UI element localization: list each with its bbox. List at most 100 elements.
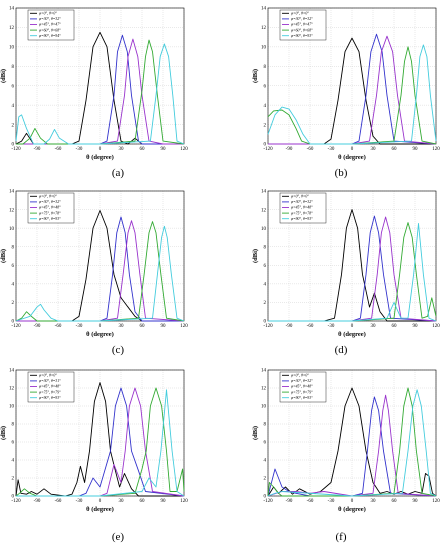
chart-panel-e: -120 -90 -60 -30 0 30 60 90 120 0 2 4 6 8 10 12 14 θ (deg…: [0, 369, 188, 543]
x-tick-label: 0: [99, 324, 102, 329]
legend-entry: φ=90°, θ=93°: [39, 396, 61, 401]
y-tick-label: 2: [264, 301, 267, 306]
legend-box: [27, 9, 75, 41]
series-line-5: [267, 389, 437, 497]
x-tick-label: -60: [307, 147, 314, 152]
series-line-5: [15, 225, 185, 322]
legend: φ=0°, θ=0°φ=30°, θ=32°φ=45°, θ=48°φ=75°,…: [27, 192, 75, 224]
y-tick-label: 14: [9, 190, 15, 195]
x-tick-label: -90: [286, 499, 293, 504]
x-tick-label: 30: [371, 147, 377, 152]
x-tick-label: 60: [140, 324, 146, 329]
y-tick-label: 0: [12, 495, 15, 500]
series-line-5: [16, 389, 185, 497]
x-tick-label: 30: [371, 324, 377, 329]
x-tick-label: -120: [263, 499, 273, 504]
x-tick-label: 60: [392, 147, 398, 152]
x-tick-label: 120: [432, 147, 440, 152]
legend-entry: φ=0°, θ=0°: [291, 195, 309, 200]
series-line-2: [267, 396, 437, 497]
x-tick-label: -120: [11, 147, 21, 152]
x-tick-label: -30: [328, 499, 335, 504]
x-tick-label: 120: [432, 499, 440, 504]
y-tick-label: 4: [12, 283, 15, 288]
chart-panel-f: -120 -90 -60 -30 0 30 60 90 120 0 2 4 6 8 10 12 14 θ (deg…: [252, 369, 440, 543]
y-axis-label: (dBi): [252, 249, 259, 263]
x-tick-label: 90: [161, 324, 167, 329]
legend-entry: φ=0°, θ=0°: [291, 12, 309, 17]
series-line-3: [267, 394, 437, 497]
x-tick-label: 120: [432, 324, 440, 329]
legend: φ=0°, θ=0°φ=30°, θ=32°φ=45°, θ=48°φ=75°,…: [279, 192, 327, 224]
y-tick-label: 12: [261, 26, 267, 31]
y-tick-label: 4: [264, 459, 267, 464]
y-tick-label: 6: [264, 441, 267, 446]
series-line-3: [16, 387, 185, 497]
x-axis-label: θ (degree): [338, 331, 366, 338]
y-tick-label: 6: [264, 264, 267, 269]
x-tick-label: -120: [11, 499, 21, 504]
x-tick-label: 30: [371, 499, 377, 504]
x-tick-label: -60: [55, 499, 62, 504]
y-tick-label: 14: [9, 369, 15, 374]
y-tick-label: 12: [9, 26, 15, 31]
series-line-1: [16, 210, 184, 322]
y-tick-label: 4: [264, 104, 267, 109]
x-tick-label: 60: [140, 147, 146, 152]
series-line-4: [267, 46, 437, 145]
legend-box: [27, 192, 75, 224]
y-tick-label: 14: [261, 7, 267, 12]
y-axis-label: (dBi): [252, 69, 259, 83]
series-line-5: [15, 43, 185, 145]
chart-panel-a: -120 -90 -60 -30 0 30 60 90 120 0 2 4 6 8 10 12 14 θ (deg…: [0, 7, 188, 179]
legend-entry: φ=0°, θ=0°: [39, 12, 57, 17]
chart-panel-b: -120 -90 -60 -30 0 30 60 90 120 0 2 4 6 8 10 12 14 θ (deg…: [252, 7, 440, 179]
x-tick-label: 60: [140, 499, 146, 504]
series-line-1: [268, 209, 436, 322]
legend-entry: φ=30°, θ=32°: [291, 379, 313, 384]
x-tick-label: -60: [307, 324, 314, 329]
legend-entry: φ=0°, θ=0°: [39, 374, 57, 379]
legend-entry: φ=0°, θ=0°: [39, 195, 57, 200]
series-line-3: [16, 220, 185, 322]
legend-entry: φ=45°, θ=48°: [291, 385, 313, 390]
legend-entry: φ=75°, θ=78°: [39, 211, 61, 216]
y-tick-label: 0: [264, 495, 267, 500]
x-axis-label: θ (degree): [338, 506, 366, 513]
y-tick-label: 2: [12, 301, 15, 306]
series-line-2: [16, 387, 185, 497]
legend-entry: φ=45°, θ=47°: [39, 23, 61, 28]
y-tick-label: 4: [264, 283, 267, 288]
legend-entry: φ=30°, θ=32°: [39, 200, 61, 205]
series-line-5: [268, 223, 437, 322]
x-tick-label: 120: [180, 324, 188, 329]
y-tick-label: 0: [12, 320, 15, 325]
y-axis-label: (dBi): [0, 426, 7, 440]
x-tick-label: 30: [119, 147, 125, 152]
x-tick-label: -120: [263, 324, 273, 329]
x-tick-label: 0: [99, 147, 102, 152]
y-tick-label: 0: [264, 143, 267, 148]
y-tick-label: 2: [12, 123, 15, 128]
legend-box: [279, 9, 327, 41]
legend-entry: φ=90°, θ=93°: [291, 396, 313, 401]
x-tick-label: 120: [180, 147, 188, 152]
legend-entry: φ=45°, θ=48°: [291, 206, 313, 211]
y-tick-label: 0: [264, 320, 267, 325]
legend-entry: φ=45°, θ=47°: [291, 23, 313, 28]
x-tick-label: 90: [161, 499, 167, 504]
y-tick-label: 14: [9, 7, 15, 12]
x-tick-label: -30: [76, 147, 83, 152]
legend-entry: φ=75°, θ=78°: [291, 211, 313, 216]
legend-entry: φ=30°, θ=31°: [39, 379, 61, 384]
x-tick-label: -60: [55, 147, 62, 152]
y-tick-label: 2: [12, 477, 15, 482]
y-axis-label: (dBi): [0, 69, 7, 83]
y-tick-label: 4: [12, 104, 15, 109]
legend: φ=0°, θ=0°φ=30°, θ=32°φ=45°, θ=48°φ=75°,…: [279, 371, 327, 403]
x-tick-label: 60: [392, 324, 398, 329]
legend-entry: φ=75°, θ=79°: [39, 390, 61, 395]
x-tick-label: -90: [34, 499, 41, 504]
legend-box: [279, 371, 327, 403]
